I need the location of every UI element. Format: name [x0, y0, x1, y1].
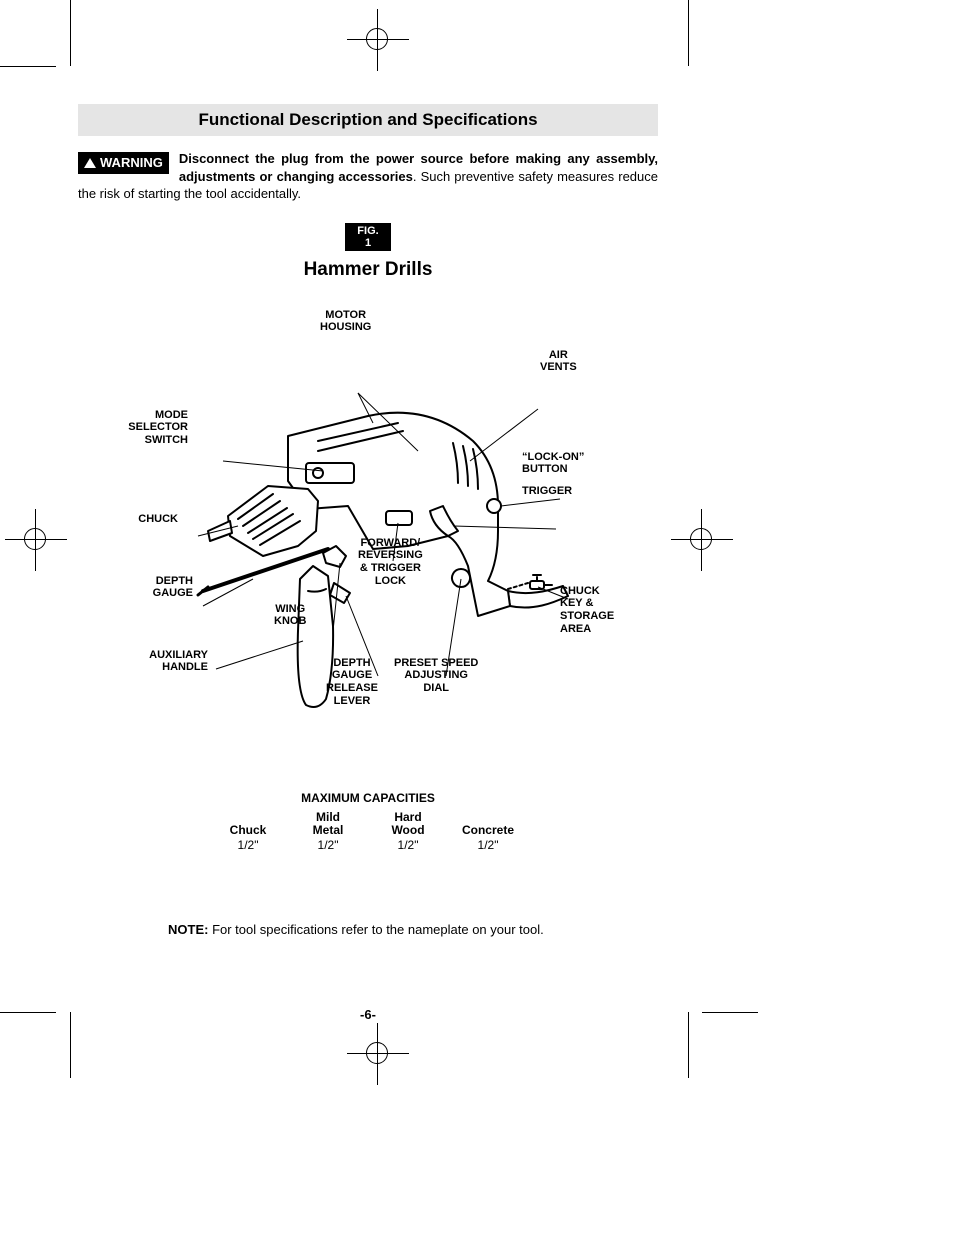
capacities-header: HardWood — [368, 811, 448, 839]
callout-aux-handle: AUXILIARYHANDLE — [149, 649, 208, 674]
warning-triangle-icon — [84, 158, 96, 168]
capacities-table: MAXIMUM CAPACITIES Chuck MildMetal HardW… — [208, 791, 528, 853]
capacities-value: 1/2" — [368, 838, 448, 852]
crop-mark — [688, 0, 689, 66]
warning-paragraph: WARNING Disconnect the plug from the pow… — [78, 150, 658, 203]
callout-air-vents: AIRVENTS — [540, 349, 577, 374]
callout-trigger: TRIGGER — [522, 485, 572, 498]
callout-wing-knob: WINGKNOB — [274, 603, 306, 628]
hammer-drill-illustration — [168, 331, 588, 711]
crop-mark — [688, 1012, 689, 1078]
callout-chuck-key: CHUCKKEY &STORAGEAREA — [560, 585, 614, 636]
section-heading: Functional Description and Specification… — [78, 104, 658, 136]
warning-badge: WARNING — [78, 152, 169, 174]
capacities-header-row: Chuck MildMetal HardWood Concrete — [208, 811, 528, 839]
diagram-area: MOTORHOUSING AIRVENTS MODESELECTORSWITCH… — [78, 291, 658, 741]
capacities-header: Concrete — [448, 811, 528, 839]
callout-mode-selector: MODESELECTORSWITCH — [128, 409, 188, 447]
callout-forward-rev: FORWARD/REVERSING& TRIGGERLOCK — [358, 537, 423, 588]
note-text: For tool specifications refer to the nam… — [208, 922, 543, 937]
crop-mark — [70, 1012, 71, 1078]
callout-motor-housing: MOTORHOUSING — [320, 309, 371, 334]
capacities-value: 1/2" — [288, 838, 368, 852]
callout-depth-release: DEPTHGAUGERELEASELEVER — [326, 657, 378, 708]
callout-chuck: CHUCK — [138, 513, 178, 526]
crop-mark — [70, 0, 71, 66]
registration-mark — [690, 528, 712, 550]
capacities-value-row: 1/2" 1/2" 1/2" 1/2" — [208, 838, 528, 852]
crop-mark — [702, 1012, 758, 1013]
callout-depth-gauge: DEPTHGAUGE — [153, 575, 193, 600]
note-label: NOTE: — [168, 922, 208, 937]
callout-lock-on: “LOCK-ON”BUTTON — [522, 451, 584, 476]
registration-mark — [24, 528, 46, 550]
capacities-header: Chuck — [208, 811, 288, 839]
page-content: Functional Description and Specification… — [78, 0, 658, 1235]
callout-preset-speed: PRESET SPEEDADJUSTINGDIAL — [394, 657, 478, 695]
crop-mark — [0, 66, 56, 67]
note-line: NOTE: For tool specifications refer to t… — [78, 922, 658, 937]
capacities-header: MildMetal — [288, 811, 368, 839]
capacities-title: MAXIMUM CAPACITIES — [208, 791, 528, 805]
crop-mark — [0, 1012, 56, 1013]
capacities-value: 1/2" — [448, 838, 528, 852]
figure-badge: FIG. 1 — [345, 223, 391, 251]
capacities-value: 1/2" — [208, 838, 288, 852]
diagram-title: Hammer Drills — [78, 259, 658, 281]
page-number: -6- — [78, 1007, 658, 1022]
warning-badge-text: WARNING — [100, 155, 163, 170]
